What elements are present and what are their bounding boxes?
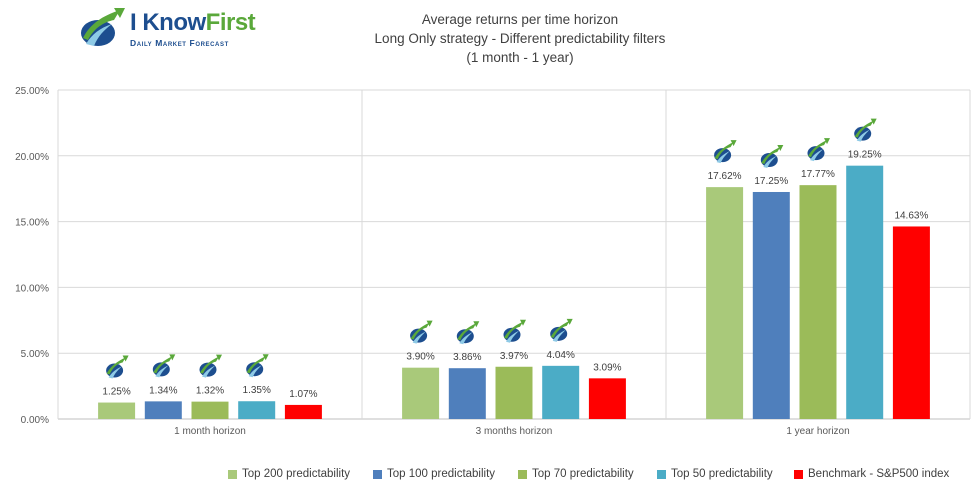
logo-marker-icon <box>199 354 222 378</box>
logo-marker-icon <box>246 354 269 378</box>
logo-marker-icon <box>714 140 737 164</box>
legend-label: Top 200 predictability <box>242 468 351 480</box>
data-label: 1.25% <box>102 387 130 398</box>
logo-marker-icon <box>854 118 877 142</box>
data-label: 3.09% <box>593 362 621 373</box>
logo: I KnowFirst Daily Market Forecast <box>78 6 268 52</box>
logo-marker-icon <box>503 319 526 343</box>
data-label: 17.77% <box>801 169 835 180</box>
bar <box>495 366 533 419</box>
logo-swoosh-icon <box>81 8 125 46</box>
legend-item: Top 200 predictability <box>228 468 350 480</box>
y-tick-label: 20.00% <box>15 152 49 163</box>
legend-item: Top 50 predictability <box>657 468 773 480</box>
logo-tagline: Daily Market Forecast <box>130 38 229 48</box>
logo-marker-icon <box>106 355 129 379</box>
logo-marker-icon <box>550 318 573 342</box>
logo-marker-icon <box>456 321 480 345</box>
legend-swatch <box>657 469 666 479</box>
bar <box>191 401 229 419</box>
bar <box>402 367 440 419</box>
bar <box>752 191 790 419</box>
logo-marker-icon <box>152 354 176 378</box>
bar <box>799 185 837 419</box>
chart-subtitle: Long Only strategy - Different predictab… <box>374 31 666 46</box>
legend-item: Top 100 predictability <box>373 468 495 480</box>
chart-title: Average returns per time horizon <box>421 12 619 27</box>
logo-brand: I KnowFirst <box>130 9 256 36</box>
chart-legend: Top 200 predictability Top 100 predictabi… <box>0 468 974 488</box>
x-category-label: 3 months horizon <box>476 426 553 437</box>
data-label: 19.25% <box>848 150 882 161</box>
logo-marker-icon <box>807 138 830 162</box>
bar <box>284 404 322 419</box>
bar <box>846 165 884 419</box>
bar <box>706 187 744 419</box>
data-label: 4.04% <box>547 350 575 361</box>
data-label: 1.34% <box>149 385 177 396</box>
legend-label: Benchmark - S&P500 index <box>808 468 950 480</box>
legend-label: Top 70 predictability <box>532 468 634 480</box>
data-label: 3.90% <box>406 352 434 363</box>
logo-marker-icon <box>760 144 784 168</box>
legend-item: Top 70 predictability <box>518 468 634 480</box>
data-label: 14.63% <box>894 210 928 221</box>
logo-marker-icon <box>410 320 433 344</box>
legend-item: Benchmark - S&P500 index <box>794 468 949 480</box>
y-tick-label: 0.00% <box>21 415 49 426</box>
data-label: 1.35% <box>243 385 271 396</box>
data-label: 1.07% <box>289 389 317 400</box>
data-label: 3.86% <box>453 352 481 363</box>
x-category-label: 1 month horizon <box>174 426 246 437</box>
data-label: 1.32% <box>196 386 224 397</box>
bar <box>238 401 276 419</box>
bar <box>542 365 580 419</box>
data-label: 17.62% <box>708 171 742 182</box>
y-tick-label: 25.00% <box>15 86 49 97</box>
y-tick-label: 10.00% <box>15 283 49 294</box>
logo-brand-accent: First <box>205 9 256 36</box>
bar <box>448 368 486 419</box>
y-tick-label: 5.00% <box>21 349 49 360</box>
legend-label: Top 100 predictability <box>387 468 496 480</box>
legend-label: Top 50 predictability <box>671 468 773 480</box>
data-label: 17.25% <box>754 176 788 187</box>
legend-swatch <box>228 469 237 479</box>
bar <box>588 378 626 419</box>
legend-swatch <box>373 469 382 479</box>
legend-swatch <box>518 469 527 479</box>
x-category-label: 1 year horizon <box>786 426 849 437</box>
bar <box>98 402 136 419</box>
legend-swatch <box>794 469 803 479</box>
bar <box>892 226 930 419</box>
chart-title-block: Average returns per time horizon Long On… <box>300 10 740 67</box>
y-tick-label: 15.00% <box>15 218 49 229</box>
logo-brand-main: I Know <box>130 9 206 36</box>
bar <box>144 401 182 419</box>
data-label: 3.97% <box>500 351 528 362</box>
chart-subtitle-range: (1 month - 1 year) <box>466 50 574 65</box>
